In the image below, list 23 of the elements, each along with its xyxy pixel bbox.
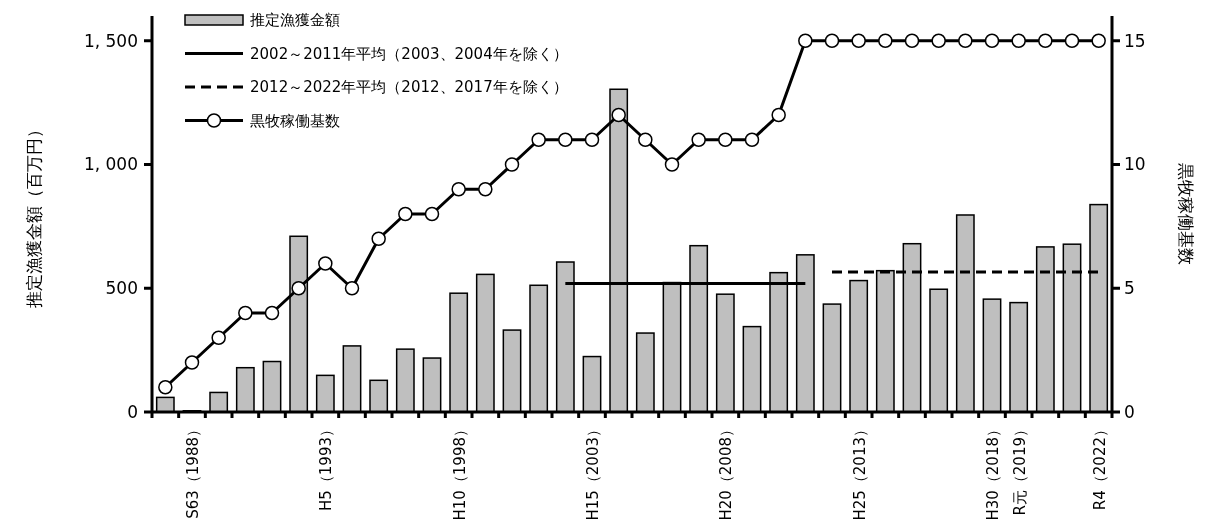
x-tick-label: H25（2013） — [850, 422, 869, 521]
y2-tick-label: 10 — [1124, 154, 1146, 175]
x-tick-label: R元（2019） — [1010, 422, 1029, 516]
y-tick-label: 500 — [105, 278, 138, 299]
y-tick-label: 1, 000 — [83, 154, 138, 175]
y2-tick-label: 5 — [1124, 278, 1135, 299]
y-tick-label: 1, 500 — [83, 30, 138, 51]
y2-tick-label: 15 — [1124, 30, 1146, 51]
legend-label: 推定漁獲金額 — [250, 11, 340, 30]
legend-label: 2012～2022年平均（2012、2017年を除く） — [250, 78, 568, 97]
x-tick-label: H20（2008） — [717, 422, 736, 521]
legend-label: 黒牧稼働基数 — [250, 111, 340, 130]
y2-tick-label: 0 — [1124, 401, 1135, 422]
x-tick-label: R4（2022） — [1090, 422, 1109, 511]
y-axis-title: 推定漁獲金額（百万円） — [24, 120, 44, 308]
x-tick-label: S63（1988） — [184, 422, 202, 519]
x-tick-label: H30（2018） — [984, 422, 1002, 521]
x-tick-label: H5（1993） — [317, 422, 336, 511]
y-tick-label: 0 — [127, 401, 138, 422]
y2-axis-title: 黒牧稼働基数 — [1176, 163, 1196, 265]
legend-label: 2002～2011年平均（2003、2004年を除く） — [250, 44, 568, 63]
x-tick-label: H10（1998） — [450, 422, 469, 521]
x-tick-label: H15（2003） — [584, 422, 602, 521]
